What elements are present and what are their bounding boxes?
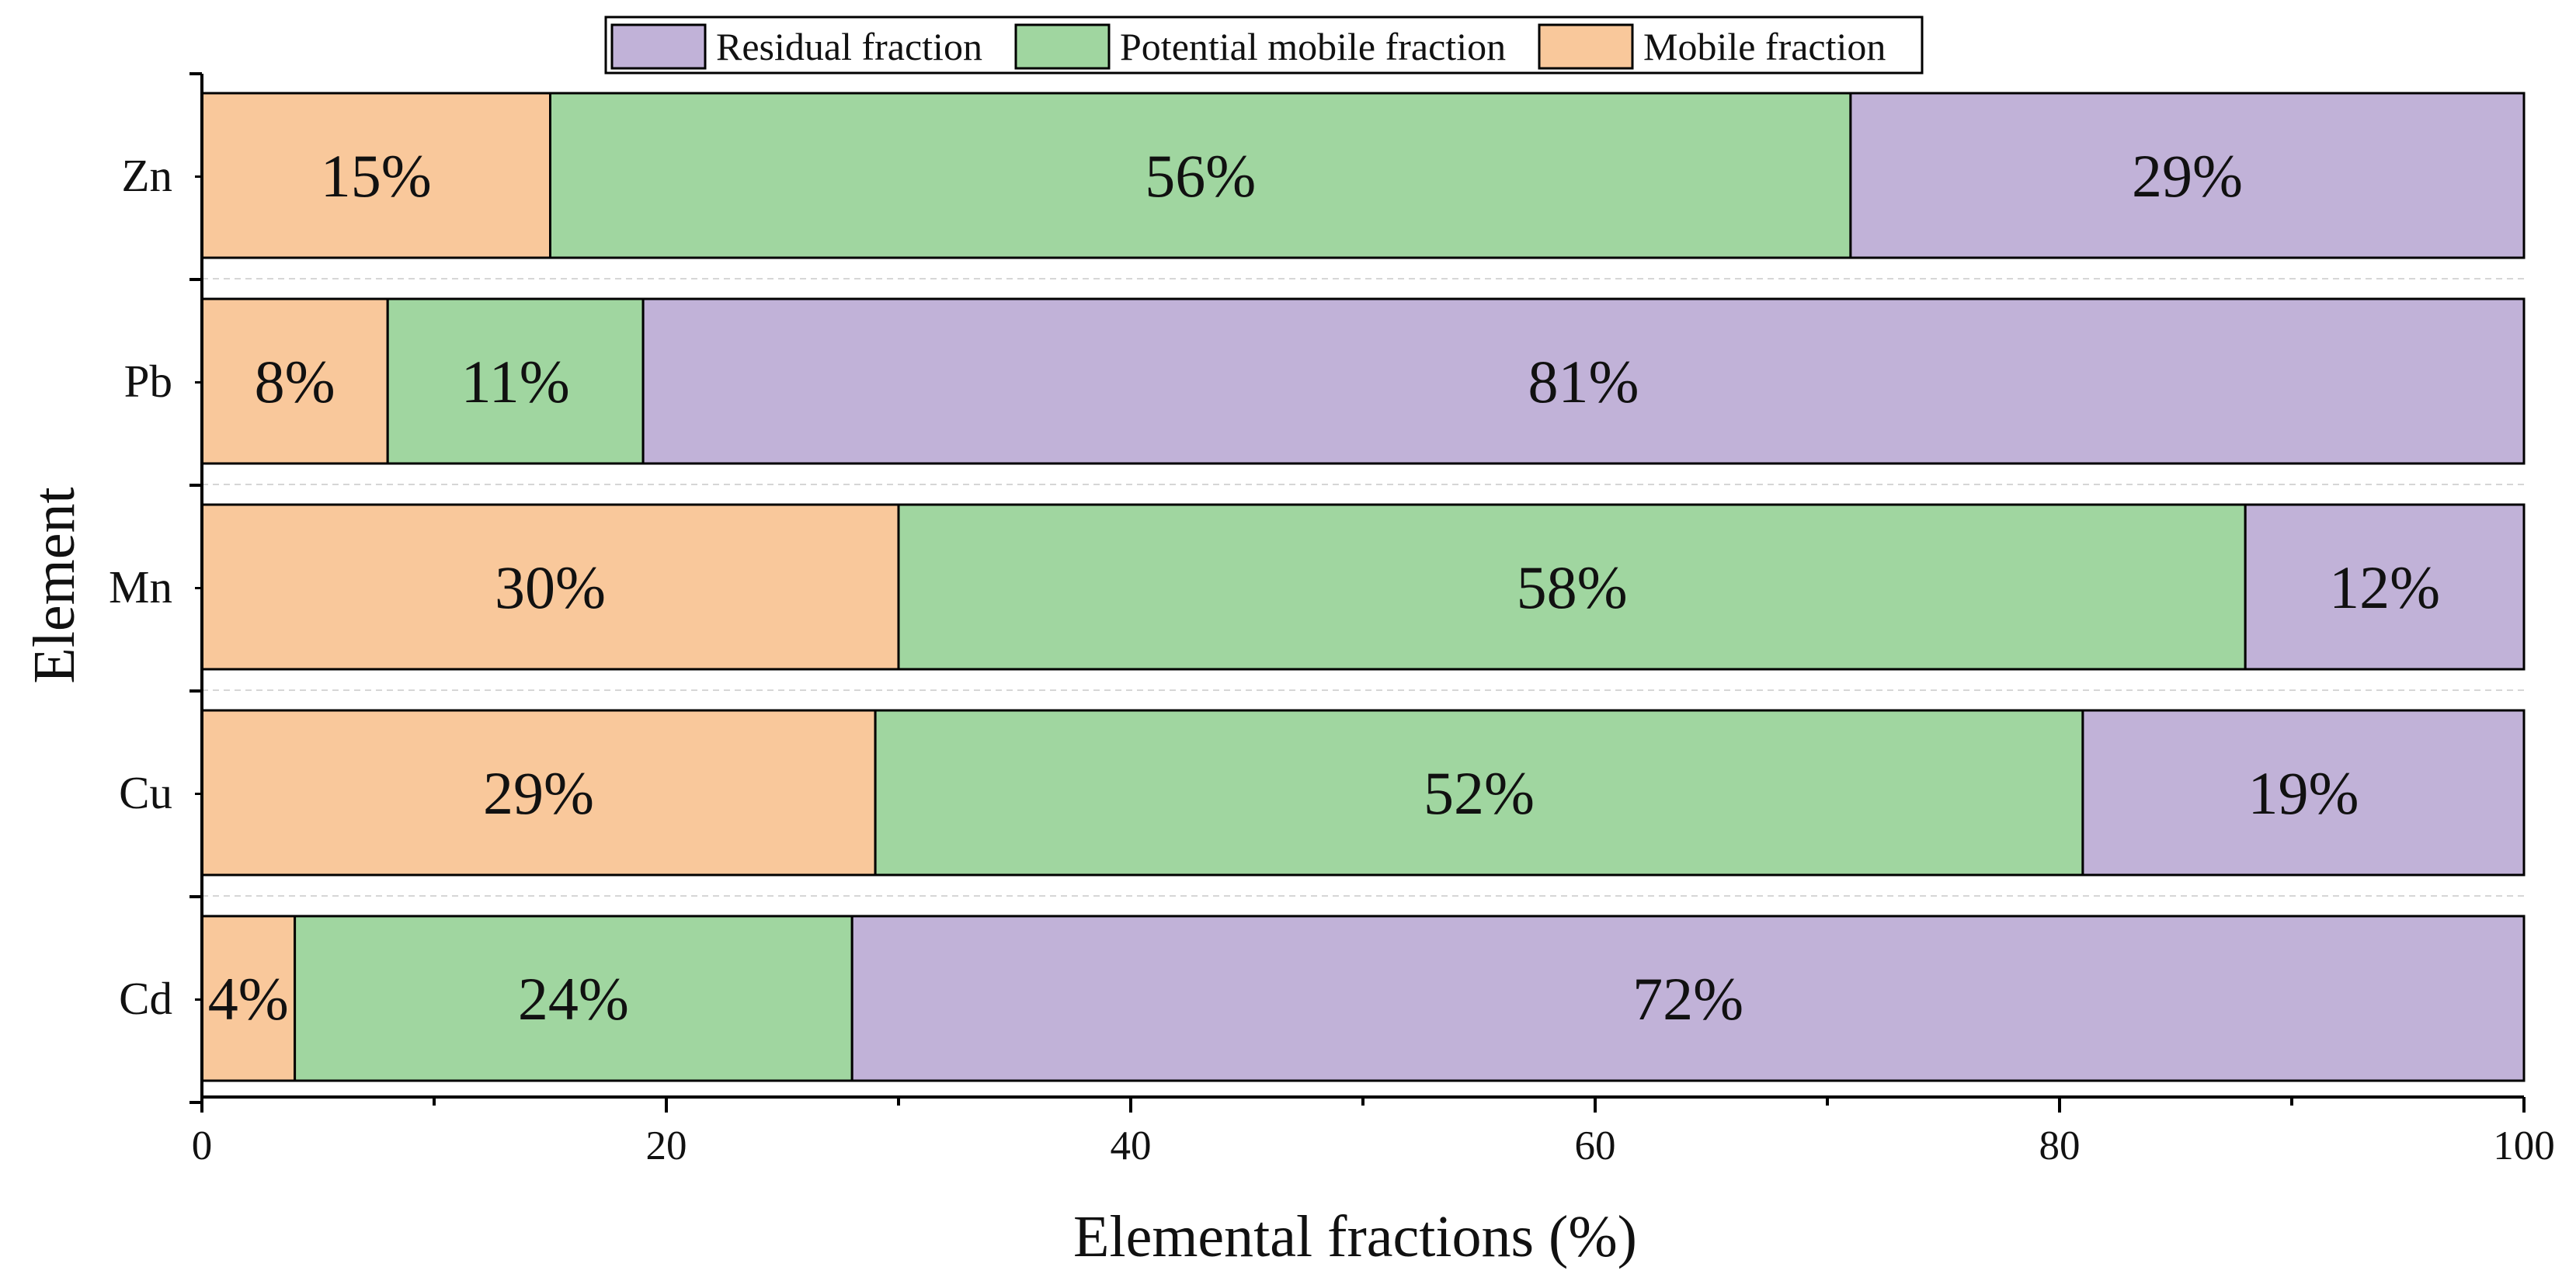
bar-label-pb-mobile-fraction: 8% bbox=[255, 348, 335, 415]
bar-label-cd-potential-mobile-fraction: 24% bbox=[518, 965, 629, 1033]
legend-swatch-residual-fraction bbox=[610, 23, 707, 70]
legend-box bbox=[604, 16, 1924, 75]
bar-cu-residual-fraction bbox=[2081, 709, 2526, 877]
bar-mn-potential-mobile-fraction bbox=[897, 503, 2247, 671]
y-tick-label-mn: Mn bbox=[109, 561, 172, 613]
bar-label-cu-potential-mobile-fraction: 52% bbox=[1424, 759, 1535, 827]
bar-label-pb-potential-mobile-fraction: 11% bbox=[461, 348, 570, 415]
bar-label-mn-potential-mobile-fraction: 58% bbox=[1517, 554, 1628, 621]
x-tick-label-20: 20 bbox=[646, 1123, 687, 1168]
x-tick-label-100: 100 bbox=[2493, 1123, 2555, 1168]
legend-swatch-mobile-fraction bbox=[1538, 23, 1634, 70]
x-tick-label-40: 40 bbox=[1111, 1123, 1152, 1168]
bar-label-mn-residual-fraction: 12% bbox=[2329, 554, 2440, 621]
axes: Zn Pb Mn Cu Cd 0 20 40 60 80 100 bbox=[109, 72, 2555, 1168]
bar-label-cu-mobile-fraction: 29% bbox=[483, 759, 594, 827]
bar-label-zn-mobile-fraction: 15% bbox=[321, 142, 432, 210]
bars: 15% 56% 29% 8% 11% 81% 30% 58% 12% 29% 52% 19% 4% 24%… bbox=[200, 92, 2526, 1082]
bar-pb-residual-fraction bbox=[641, 297, 2526, 465]
chart-legend: Residual fraction Potential mobile fracti… bbox=[604, 16, 1924, 75]
bar-mn-residual-fraction bbox=[2244, 503, 2526, 671]
bar-zn-potential-mobile-fraction bbox=[549, 92, 1852, 259]
bar-zn-mobile-fraction bbox=[200, 92, 551, 259]
bar-pb-potential-mobile-fraction bbox=[386, 297, 645, 465]
x-tick-label-0: 0 bbox=[192, 1123, 213, 1168]
x-axis-title: Elemental fractions (%) bbox=[1073, 1204, 1637, 1269]
bar-cd-residual-fraction bbox=[850, 915, 2526, 1082]
y-axis-title: Element bbox=[22, 487, 87, 683]
y-tick-label-pb: Pb bbox=[124, 356, 172, 407]
bar-zn-residual-fraction bbox=[1849, 92, 2526, 259]
bar-label-cd-residual-fraction: 72% bbox=[1632, 965, 1743, 1033]
bar-mn-mobile-fraction bbox=[200, 503, 900, 671]
y-tick-label-cd: Cd bbox=[119, 973, 172, 1024]
bar-label-mn-mobile-fraction: 30% bbox=[495, 554, 606, 621]
bar-cu-potential-mobile-fraction bbox=[874, 709, 2084, 877]
y-tick-label-cu: Cu bbox=[119, 767, 172, 818]
x-tick-label-60: 60 bbox=[1575, 1123, 1616, 1168]
legend-label-potential-mobile-fraction: Potential mobile fraction bbox=[1120, 25, 1506, 68]
x-tick-label-80: 80 bbox=[2039, 1123, 2081, 1168]
bar-label-zn-residual-fraction: 29% bbox=[2132, 142, 2243, 210]
y-tick-label-zn: Zn bbox=[121, 150, 172, 201]
legend-label-mobile-fraction: Mobile fraction bbox=[1643, 25, 1886, 68]
bar-label-zn-potential-mobile-fraction: 56% bbox=[1145, 142, 1256, 210]
bar-cd-potential-mobile-fraction bbox=[294, 915, 853, 1082]
bar-label-cd-mobile-fraction: 4% bbox=[208, 965, 289, 1033]
legend-swatch-potential-mobile-fraction bbox=[1014, 23, 1111, 70]
bar-pb-mobile-fraction bbox=[200, 297, 389, 465]
bar-label-cu-residual-fraction: 19% bbox=[2247, 759, 2359, 827]
bar-cd-mobile-fraction bbox=[200, 915, 297, 1082]
legend-label-residual-fraction: Residual fraction bbox=[716, 25, 982, 68]
bar-label-pb-residual-fraction: 81% bbox=[1528, 348, 1639, 415]
